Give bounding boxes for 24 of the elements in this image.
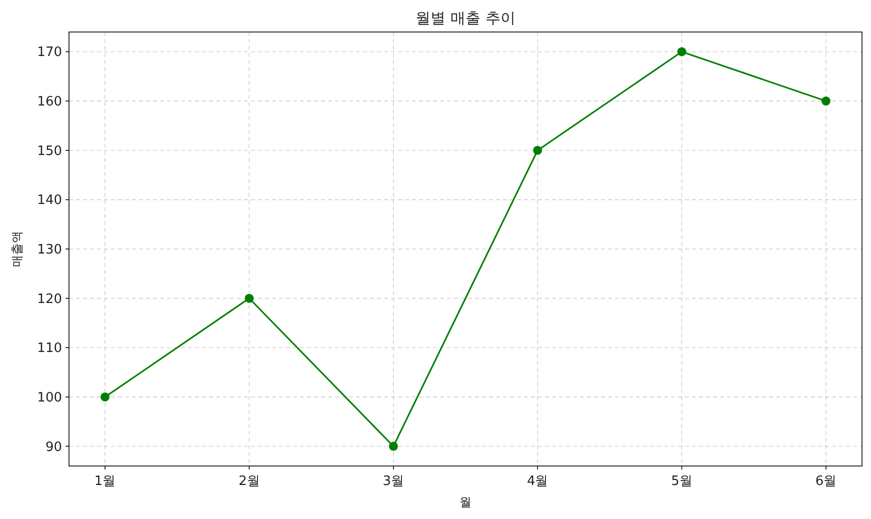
y-tick-label: 170 xyxy=(37,45,62,60)
x-tick-label: 1월 xyxy=(94,474,116,489)
point xyxy=(100,392,110,402)
y-tick-label: 120 xyxy=(37,292,62,307)
y-axis-title: 매출액 xyxy=(10,231,24,267)
y-tick-label: 150 xyxy=(37,144,62,159)
x-tick-label: 3월 xyxy=(382,474,404,489)
chart-title: 월별 매출 추이 xyxy=(416,9,516,27)
point xyxy=(821,96,830,106)
y-tick-label: 90 xyxy=(45,440,62,455)
y-tick-label: 140 xyxy=(37,193,62,208)
y-tick-label: 110 xyxy=(37,341,62,356)
y-tick-label: 160 xyxy=(37,94,62,110)
x-axis-title: 월 xyxy=(460,495,472,509)
y-tick-label: 100 xyxy=(37,390,62,406)
x-tick-label: 4월 xyxy=(526,474,548,489)
x-tick-label: 6월 xyxy=(815,474,837,489)
x-tick-label: 2월 xyxy=(238,474,260,489)
x-tick-label: 5월 xyxy=(671,474,692,489)
point xyxy=(677,47,686,56)
y-tick-label: 130 xyxy=(37,242,62,258)
point xyxy=(244,294,254,303)
point xyxy=(388,442,398,451)
point xyxy=(533,146,542,155)
